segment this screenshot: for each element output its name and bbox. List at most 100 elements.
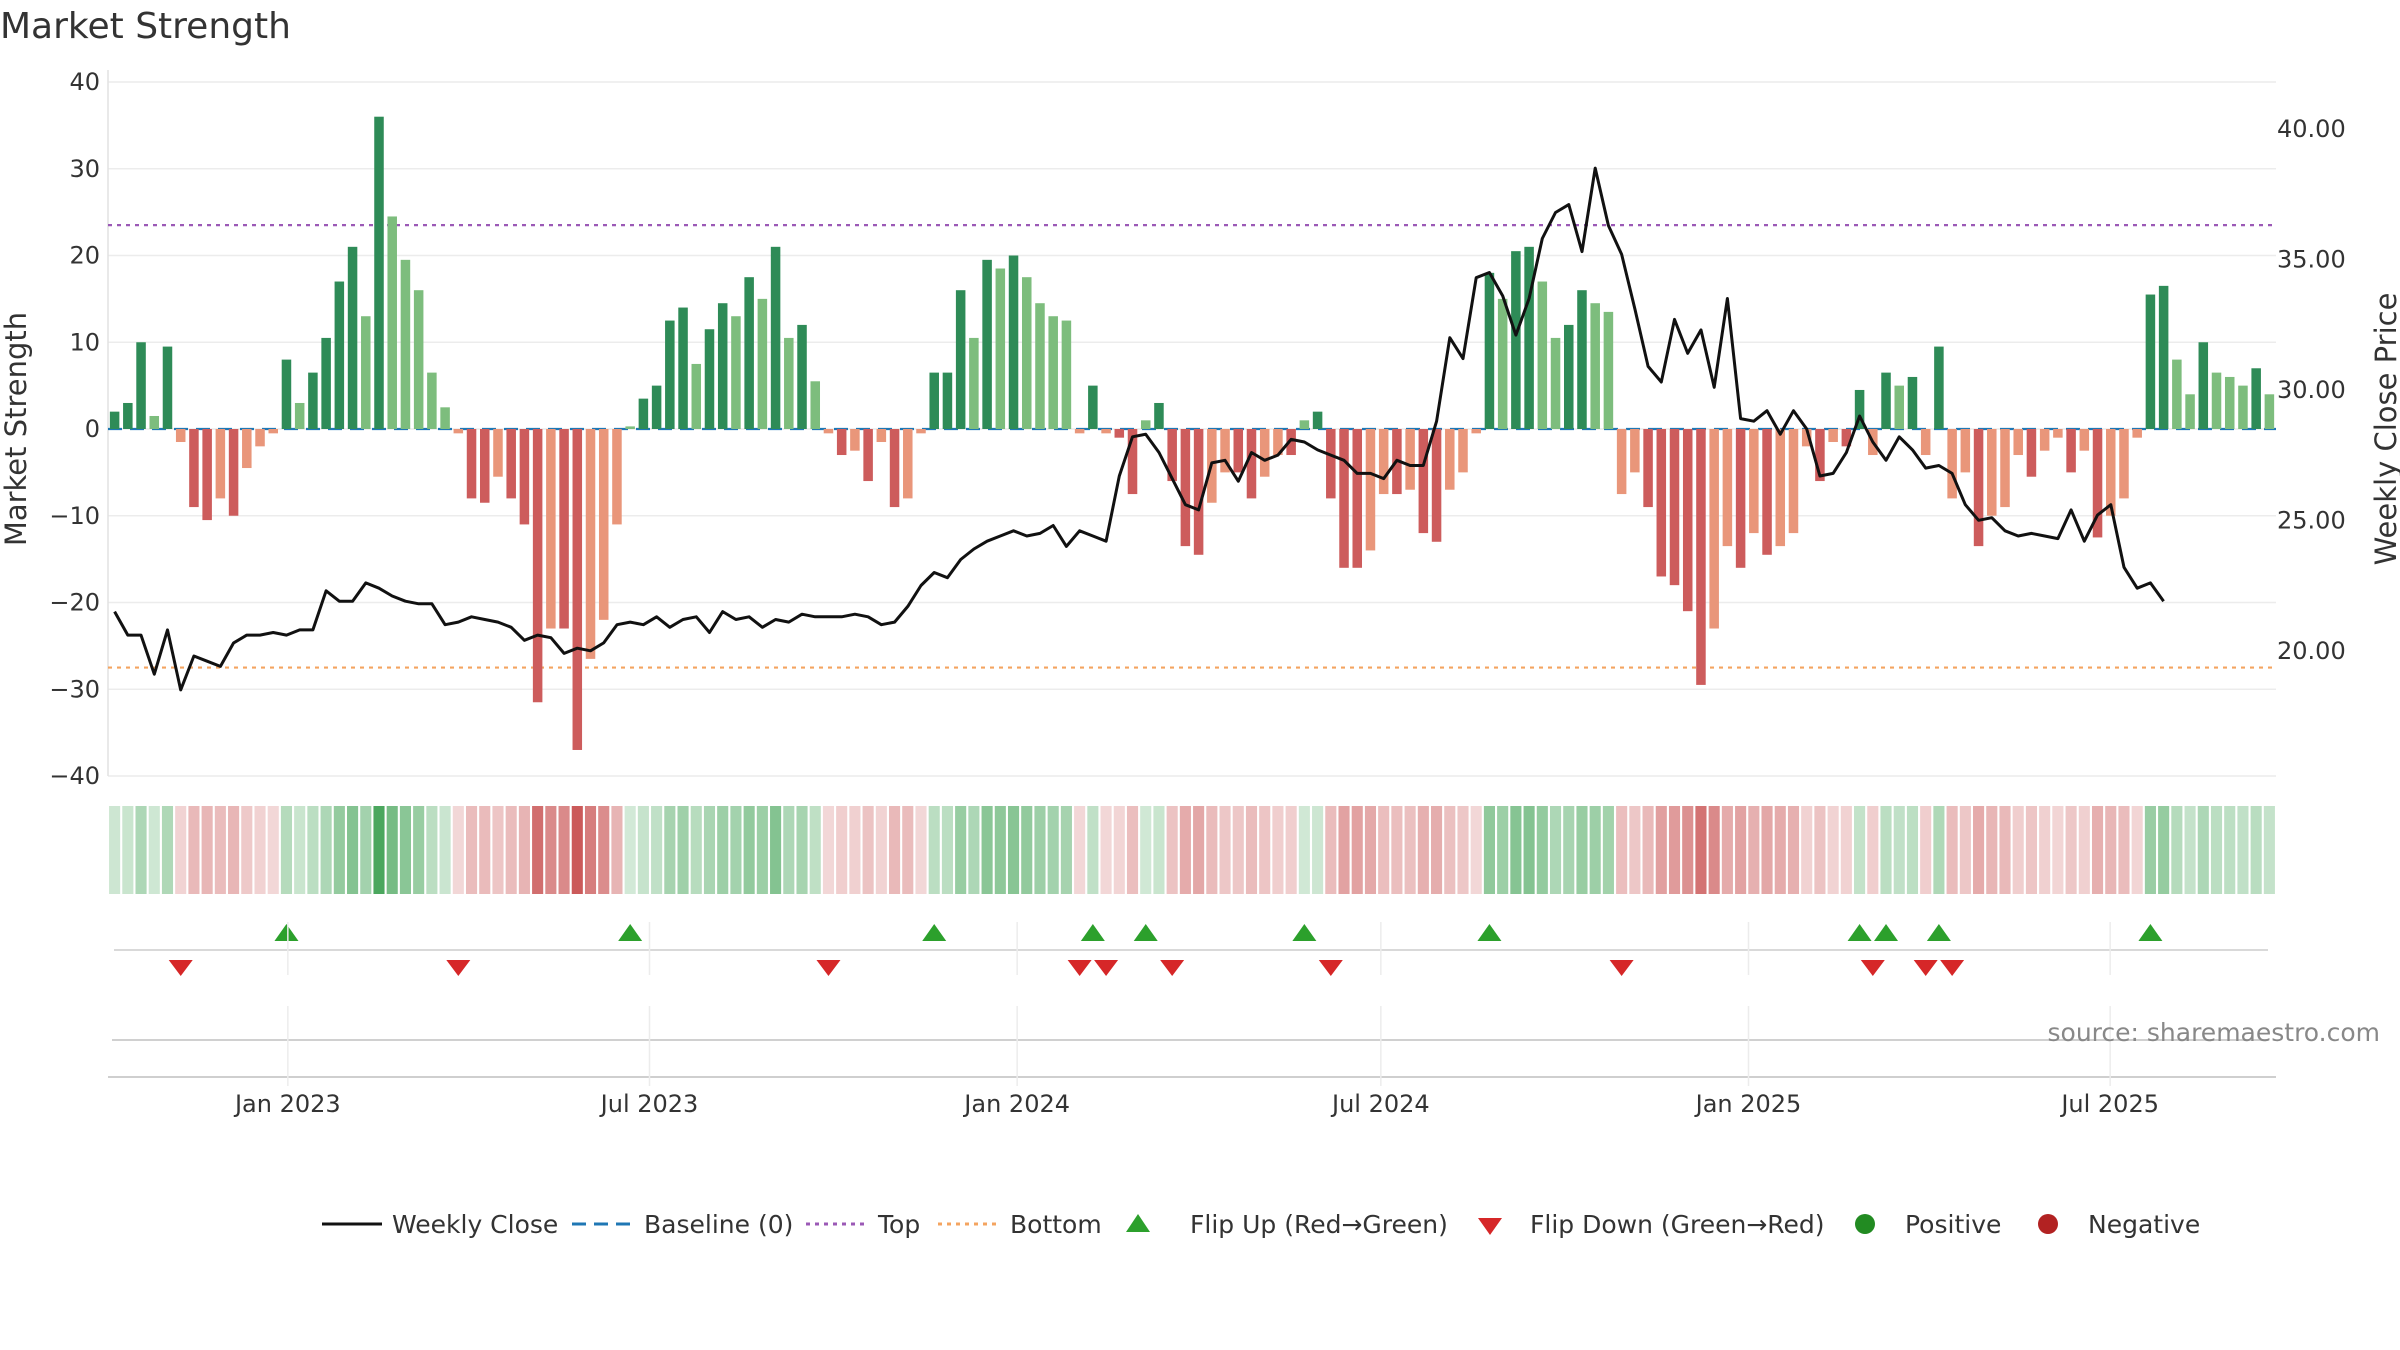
heat-cell (1893, 806, 1905, 894)
flip-up-marker (1926, 924, 1951, 941)
heat-cell (2118, 806, 2130, 894)
flip-up-marker (1080, 924, 1105, 941)
strength-bar (268, 429, 279, 434)
heat-cell (1721, 806, 1733, 894)
flip-down-marker (1913, 960, 1938, 976)
heat-cell (228, 806, 240, 894)
heat-cell (1642, 806, 1654, 894)
strength-bar (717, 303, 728, 429)
heat-cell (280, 806, 293, 894)
legend: Weekly Close Baseline (0) Top Bottom Fli… (322, 1210, 2200, 1239)
heat-cell (109, 806, 121, 894)
heat-cell (862, 806, 874, 894)
strength-bar (1352, 429, 1363, 568)
strength-bar (1286, 429, 1296, 456)
heat-cell (360, 806, 372, 894)
y-tick-left: −10 (49, 502, 100, 530)
heat-cell (836, 806, 848, 894)
heat-cell (1801, 806, 1813, 894)
heat-cell (1655, 806, 1667, 894)
heat-cell (968, 806, 980, 894)
strength-bar (863, 429, 873, 482)
heat-cell (2210, 806, 2223, 894)
heat-cell (465, 806, 478, 894)
strength-bar (149, 415, 160, 429)
heat-cell (664, 806, 676, 894)
heat-cell (399, 806, 411, 894)
strength-bar (427, 372, 437, 429)
heat-cell (1695, 806, 1707, 894)
strength-bar (876, 429, 887, 443)
strength-bars (109, 116, 2275, 750)
strength-bar (453, 429, 464, 434)
strength-bar (519, 429, 530, 525)
heat-cell (2105, 806, 2117, 894)
heat-cell (571, 806, 583, 894)
strength-bar (1881, 372, 1891, 429)
strength-bar (1682, 429, 1693, 612)
weekly-close-series (113, 166, 2165, 692)
heat-cell (822, 806, 835, 894)
heat-cell (2171, 806, 2183, 894)
strength-bar (202, 429, 212, 521)
x-tick-label: Jul 2024 (1330, 1090, 1430, 1118)
strength-bar (2224, 376, 2235, 429)
heat-cell (1219, 806, 1231, 894)
source-note: source: sharemaestro.com (2048, 1018, 2381, 1047)
heat-cell (122, 806, 134, 894)
heat-cell (875, 806, 887, 894)
heat-cell (1113, 806, 1125, 894)
heat-cell (1986, 806, 1998, 894)
heat-cell (1417, 806, 1429, 894)
strength-bar (665, 320, 675, 429)
heat-cell (1576, 806, 1588, 894)
heat-cell (1827, 806, 1839, 894)
heat-cell (188, 806, 200, 894)
heat-cell (1774, 806, 1786, 894)
strength-bar (2079, 429, 2090, 451)
strength-bar (479, 429, 490, 503)
strength-bar (532, 429, 543, 703)
heat-cell (241, 806, 253, 894)
legend-flip-up-icon (1126, 1214, 1150, 1232)
y-tick-left: 20 (69, 242, 100, 270)
strength-bar (493, 429, 503, 477)
strength-bar (1841, 429, 1852, 447)
strength-bar (123, 402, 133, 429)
heat-cell (1364, 806, 1377, 894)
strength-bar (466, 429, 477, 499)
heat-cell (2065, 806, 2077, 894)
x-tick-label: Jul 2023 (599, 1090, 699, 1118)
strength-bar (1828, 429, 1838, 443)
strength-bar (2105, 429, 2116, 516)
legend-positive: Positive (1905, 1210, 2001, 1239)
strength-bar (321, 337, 331, 429)
heat-cell (796, 806, 808, 894)
heat-cell (1021, 806, 1033, 894)
strength-bar (1775, 429, 1786, 547)
flip-up-marker (1874, 924, 1899, 941)
strength-bar (1920, 429, 1931, 456)
heat-cell (1007, 806, 1020, 894)
strength-bar (1484, 272, 1495, 429)
y-tick-right: 35.00 (2277, 245, 2346, 273)
heat-cell (1483, 806, 1495, 894)
strength-bar (1577, 290, 1587, 429)
strength-bar (1246, 429, 1257, 499)
heat-cell (2224, 806, 2236, 894)
strength-bar (1154, 402, 1164, 429)
heat-cell (1312, 806, 1324, 894)
strength-heat-strip (109, 806, 2275, 894)
flip-up-marker (2138, 924, 2163, 941)
strength-bar (1616, 429, 1627, 495)
heat-cell (1285, 806, 1297, 894)
strength-bar (2026, 429, 2037, 477)
y-tick-left: −30 (49, 675, 100, 703)
strength-bar (850, 429, 860, 451)
flip-down-marker (1094, 960, 1119, 976)
flip-down-marker (168, 960, 193, 976)
legend-flip-down-icon (1478, 1218, 1502, 1235)
flip-up-marker (1477, 924, 1502, 941)
heat-cell (1166, 806, 1178, 894)
strength-bar (731, 316, 741, 429)
